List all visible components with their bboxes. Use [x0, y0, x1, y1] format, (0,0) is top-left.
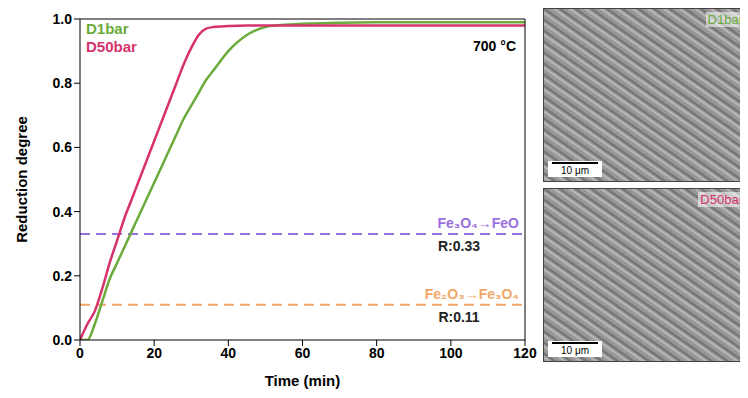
html-text:D1bar: D1bar [86, 20, 129, 37]
svg-text:0.0: 0.0 [53, 332, 73, 348]
html-text:10 μm: 10 μm [561, 165, 589, 176]
svg-text:0: 0 [76, 345, 84, 361]
svg-text:0.4: 0.4 [53, 204, 73, 220]
svg-text:0.8: 0.8 [53, 75, 73, 91]
svg-text:0.6: 0.6 [53, 139, 73, 155]
svg-text:100: 100 [439, 345, 463, 361]
svg-text:60: 60 [295, 345, 311, 361]
svg-text:1.0: 1.0 [53, 11, 73, 27]
svg-text:40: 40 [221, 345, 237, 361]
html-text:D1bar: D1bar [707, 12, 743, 27]
html-text:700 °C: 700 °C [473, 38, 516, 54]
svg-text:Fe₃O₄→FeO: Fe₃O₄→FeO [437, 215, 519, 231]
svg-text:120: 120 [513, 345, 537, 361]
html-text:10 μm: 10 μm [561, 345, 589, 356]
svg-text:20: 20 [146, 345, 162, 361]
svg-text:Reduction degree: Reduction degree [13, 116, 30, 243]
svg-text:80: 80 [369, 345, 385, 361]
html-text:D50bar: D50bar [700, 192, 743, 207]
html-text:D50bar: D50bar [86, 38, 137, 55]
svg-text:R:0.33: R:0.33 [438, 238, 480, 254]
svg-text:0.2: 0.2 [53, 268, 73, 284]
svg-text:Fe₂O₃→Fe₃O₄: Fe₂O₃→Fe₃O₄ [425, 286, 519, 302]
svg-text:R:0.11: R:0.11 [438, 309, 479, 325]
svg-text:Time (min): Time (min) [265, 372, 341, 389]
